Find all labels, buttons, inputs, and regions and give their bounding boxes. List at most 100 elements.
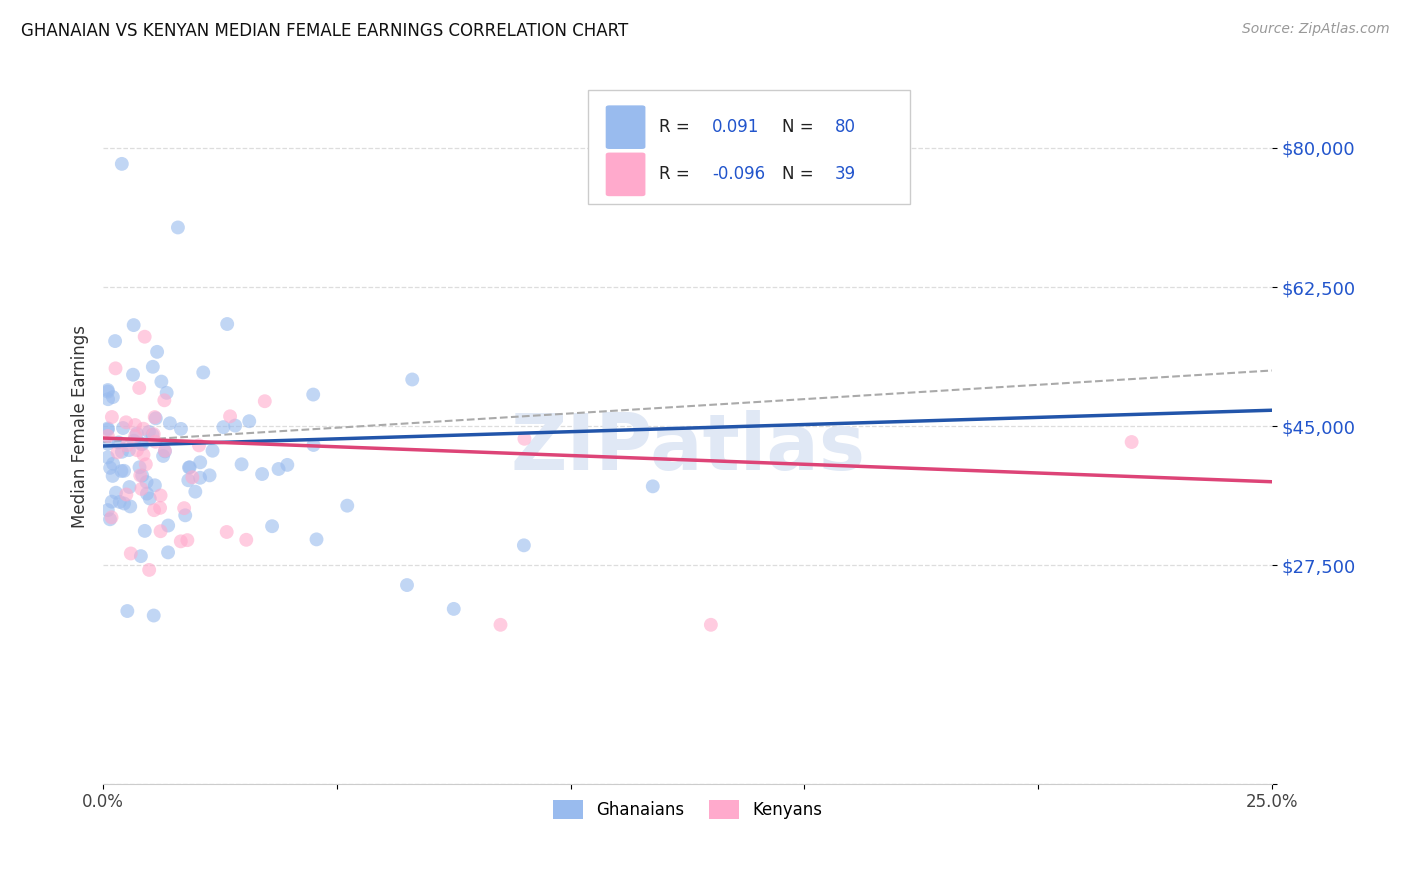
Point (641, 479, 664, 493)
Point (153, 444, 176, 458)
Point (212, 420, 235, 434)
Y-axis label: Median Female Earnings: Median Female Earnings (72, 325, 89, 528)
Point (107, 435, 129, 450)
Text: N =: N = (782, 118, 820, 136)
Point (700, 617, 723, 632)
Point (215, 524, 238, 539)
Text: Source: ZipAtlas.com: Source: ZipAtlas.com (1241, 22, 1389, 37)
Point (238, 414, 260, 428)
Point (134, 524, 156, 538)
Point (250, 467, 273, 481)
Point (101, 494, 124, 508)
Point (128, 381, 150, 395)
Point (132, 422, 155, 436)
Point (136, 486, 159, 500)
Point (125, 443, 148, 458)
Point (149, 488, 172, 502)
Point (174, 508, 197, 523)
Point (129, 468, 152, 483)
Point (97, 437, 120, 451)
Point (97, 392, 120, 407)
Point (142, 359, 165, 374)
Point (489, 617, 512, 632)
Point (138, 491, 160, 506)
Point (97, 503, 120, 517)
Point (101, 469, 124, 483)
Point (267, 462, 290, 476)
Point (107, 445, 129, 459)
Point (101, 410, 124, 425)
FancyBboxPatch shape (606, 105, 645, 149)
Point (97, 383, 120, 397)
Point (153, 393, 176, 408)
Point (129, 437, 152, 451)
Point (143, 478, 166, 492)
Point (108, 495, 131, 509)
Point (97, 421, 120, 435)
Point (513, 432, 536, 446)
Point (188, 438, 211, 452)
Point (177, 473, 200, 487)
Point (135, 457, 157, 471)
Point (138, 425, 160, 439)
Point (253, 394, 276, 409)
Point (129, 549, 152, 563)
Point (132, 448, 155, 462)
Point (231, 458, 253, 472)
Text: ZIPatlas: ZIPatlas (510, 409, 865, 485)
Point (138, 563, 160, 577)
Point (118, 443, 141, 458)
Point (152, 449, 174, 463)
Point (156, 385, 179, 400)
Point (149, 524, 172, 539)
Point (97, 384, 120, 399)
Point (170, 422, 193, 436)
Point (111, 157, 134, 171)
Point (131, 468, 153, 483)
Point (97, 423, 120, 437)
Point (104, 334, 127, 348)
Point (131, 482, 153, 496)
Point (141, 427, 163, 442)
Point (145, 434, 167, 449)
Point (112, 464, 135, 478)
Point (146, 344, 169, 359)
Point (97, 450, 120, 465)
Point (188, 455, 211, 469)
Point (401, 372, 423, 386)
Point (157, 545, 180, 559)
Point (111, 421, 134, 435)
Point (122, 434, 145, 448)
Point (98, 512, 121, 526)
Point (143, 503, 166, 517)
Point (142, 427, 165, 442)
Point (135, 475, 157, 489)
Text: GHANAIAN VS KENYAN MEDIAN FEMALE EARNINGS CORRELATION CHART: GHANAIAN VS KENYAN MEDIAN FEMALE EARNING… (21, 22, 628, 40)
Point (101, 390, 124, 404)
FancyBboxPatch shape (606, 153, 645, 196)
Point (262, 519, 284, 533)
Point (513, 538, 536, 552)
Point (153, 443, 176, 458)
Point (217, 317, 239, 331)
Point (302, 438, 325, 452)
Point (177, 460, 200, 475)
Point (117, 604, 139, 618)
Point (100, 510, 122, 524)
Point (170, 534, 193, 549)
Point (142, 608, 165, 623)
Point (198, 468, 221, 483)
Point (125, 426, 148, 441)
Point (395, 578, 418, 592)
Point (134, 329, 156, 343)
Point (111, 444, 134, 458)
Point (157, 518, 180, 533)
Point (224, 418, 246, 433)
Point (305, 533, 328, 547)
Point (128, 460, 150, 475)
Text: R =: R = (659, 118, 696, 136)
Point (115, 438, 138, 452)
Point (159, 416, 181, 430)
Text: R =: R = (659, 165, 696, 184)
Point (145, 411, 167, 425)
